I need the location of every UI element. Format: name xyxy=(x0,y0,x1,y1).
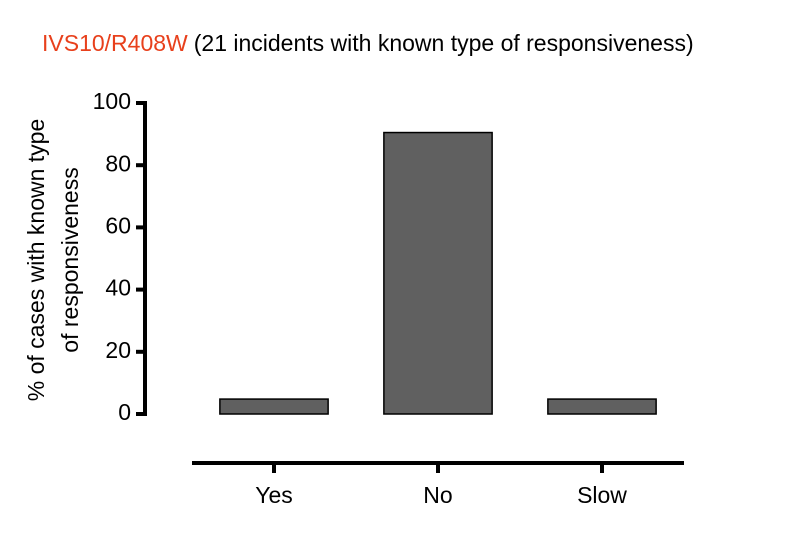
y-tick-label: 0 xyxy=(118,399,131,425)
bar xyxy=(547,398,657,415)
y-axis-title-line: % of cases with known type xyxy=(23,119,49,402)
bar xyxy=(219,398,329,415)
y-axis-title: % of cases with known type of responsive… xyxy=(23,119,83,402)
x-tick-label: Slow xyxy=(577,482,627,508)
y-tick-label: 100 xyxy=(93,88,131,114)
x-tick-label: Yes xyxy=(255,482,293,508)
y-tick-label: 60 xyxy=(105,212,131,238)
title-highlight: IVS10/R408W xyxy=(42,30,188,56)
chart-title: IVS10/R408W (21 incidents with known type… xyxy=(42,30,694,56)
y-tick-label: 80 xyxy=(105,150,131,176)
title-rest: (21 incidents with known type of respons… xyxy=(194,30,694,56)
y-tick-label: 40 xyxy=(105,275,131,301)
y-tick-label: 20 xyxy=(105,337,131,363)
bar xyxy=(383,131,493,415)
x-tick-label: No xyxy=(423,482,452,508)
y-axis-title-line: of responsiveness xyxy=(57,167,83,352)
